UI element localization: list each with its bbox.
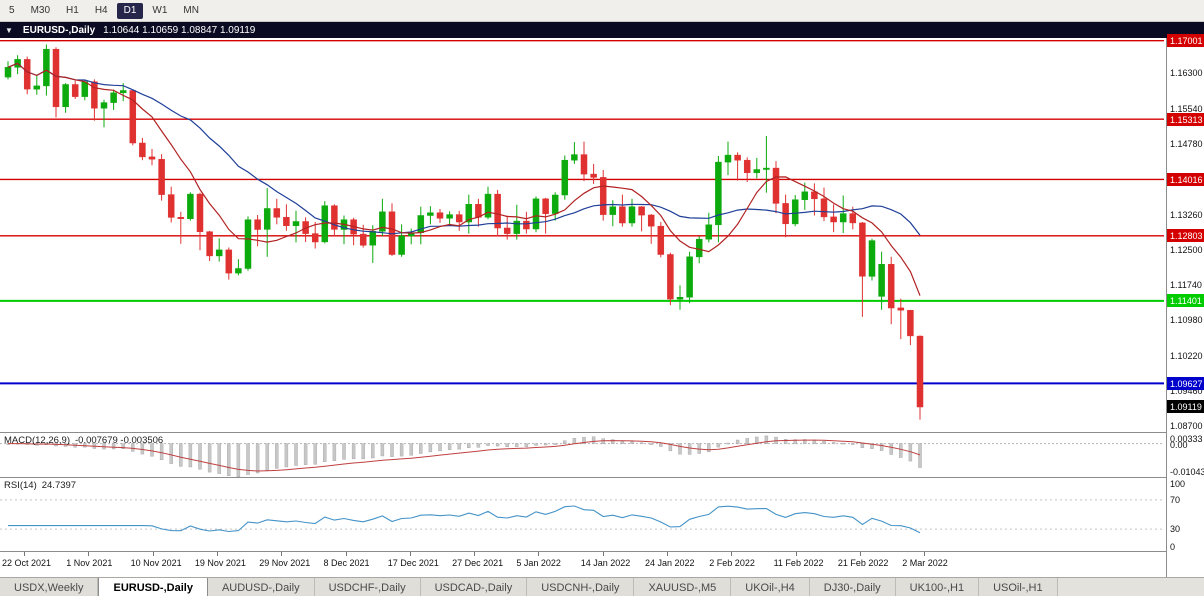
macd-chart[interactable]: [0, 433, 1166, 477]
time-label: 11 Feb 2022: [773, 558, 824, 568]
panel-separator[interactable]: [0, 432, 1204, 433]
time-tick: [345, 552, 347, 556]
chart-tab-uk100-h1[interactable]: UK100-,H1: [895, 578, 980, 596]
price-axis[interactable]: 1.16300 1.15540 1.14780 1.13260 1.12500 1.117…: [1166, 34, 1204, 577]
macd-label: MACD(12,26,9) -0.007679 -0.003506: [4, 435, 164, 446]
time-tick: [924, 552, 926, 556]
time-label: 14 Jan 2022: [580, 558, 631, 568]
time-tick: [24, 552, 25, 556]
price-tick-label: 1.16300: [1170, 68, 1203, 79]
price-tick-label: 1.11740: [1170, 280, 1202, 291]
timeframe-button-m30[interactable]: M30: [30, 4, 51, 16]
time-tick: [602, 552, 604, 556]
time-label: 8 Dec 2021: [323, 558, 370, 568]
chart-title-bar: ▼ EURUSD-,Daily 1.10644 1.10659 1.08847 …: [0, 22, 1204, 38]
panel-separator[interactable]: [0, 551, 1204, 552]
price-tick-label: 1.13260: [1170, 209, 1203, 220]
time-tick: [409, 552, 411, 556]
time-label: 22 Oct 2021: [2, 558, 52, 568]
chart-tab-ukoil-h4[interactable]: UKOil-,H4: [731, 578, 810, 596]
rsi-chart[interactable]: [0, 478, 1166, 551]
time-tick: [216, 552, 218, 556]
chart-tab-usdcnh-daily[interactable]: USDCNH-,Daily: [527, 578, 635, 596]
chart-tab-eurusd-daily[interactable]: EURUSD-,Daily: [98, 578, 208, 596]
timeframe-button-h1[interactable]: H1: [66, 4, 79, 16]
chart-tab-audusd-daily[interactable]: AUDUSD-,Daily: [207, 578, 315, 596]
chart-tab-usoil-h1[interactable]: USOil-,H1: [979, 578, 1058, 596]
chevron-down-icon[interactable]: ▼: [5, 25, 13, 35]
current-price-badge: 1.09119: [1167, 400, 1204, 414]
timeframe-button-h4[interactable]: H4: [94, 4, 108, 16]
time-label: 29 Nov 2021: [259, 558, 311, 568]
time-label: 10 Nov 2021: [130, 558, 182, 568]
timeframe-button-w1[interactable]: W1: [152, 4, 168, 16]
main-chart[interactable]: [0, 38, 1166, 432]
rsi-line: [8, 505, 921, 534]
chart-symbol-label: EURUSD-,Daily: [22, 24, 96, 36]
time-tick: [731, 552, 733, 556]
time-tick: [859, 552, 861, 556]
price-level-badge: 1.09627: [1167, 376, 1204, 390]
time-label: 5 Jan 2022: [516, 558, 561, 568]
chart-tabs: USDX,Weekly EURUSD-,Daily AUDUSD-,Daily USD…: [0, 577, 1204, 596]
time-label: 1 Nov 2021: [66, 558, 113, 568]
chart-tab-dj30-daily[interactable]: DJ30-,Daily: [809, 578, 896, 596]
time-tick: [795, 552, 797, 556]
ma-slow-line: [7, 62, 921, 236]
rsi-axis-label: 30: [1170, 524, 1181, 535]
chart-ohlc-values: 1.10644 1.10659 1.08847 1.09119: [103, 24, 256, 36]
time-tick: [538, 552, 540, 556]
macd-panel[interactable]: MACD(12,26,9) -0.007679 -0.003506: [0, 433, 1166, 477]
time-tick: [667, 552, 668, 556]
time-label: 2 Mar 2022: [902, 558, 948, 568]
price-tick-label: 1.10980: [1170, 315, 1203, 326]
chart-tab-usdx-weekly[interactable]: USDX,Weekly: [0, 578, 99, 596]
time-label: 2 Feb 2022: [709, 558, 755, 568]
rsi-axis-label: 0: [1170, 542, 1176, 552]
time-axis[interactable]: 22 Oct 2021 1 Nov 2021 10 Nov 2021 19 Nov 2…: [0, 552, 1166, 577]
price-level-badge: 1.14016: [1167, 172, 1204, 186]
time-tick: [152, 552, 154, 556]
rsi-axis-label: 70: [1170, 494, 1181, 505]
chart-tab-xauusd-m5[interactable]: XAUUSD-,M5: [634, 578, 732, 596]
price-level-badge: 1.12803: [1167, 229, 1204, 243]
rsi-panel[interactable]: RSI(14) 24.7397: [0, 478, 1166, 551]
price-tick-label: 1.10220: [1170, 350, 1203, 361]
time-tick: [88, 552, 90, 556]
price-level-badge: 1.15313: [1167, 112, 1204, 126]
rsi-axis-label: 100: [1170, 479, 1186, 489]
panel-separator[interactable]: [0, 477, 1204, 478]
price-tick-label: 1.12500: [1170, 244, 1203, 255]
time-label: 24 Jan 2022: [645, 558, 695, 568]
timeframe-toolbar: 5 M30 H1 H4 D1 W1 MN: [0, 0, 1204, 22]
time-tick: [474, 552, 476, 556]
chart-tab-usdcad-daily[interactable]: USDCAD-,Daily: [420, 578, 528, 596]
price-tick-label: 1.15540: [1170, 103, 1203, 114]
rsi-label: RSI(14) 24.7397: [4, 480, 77, 491]
candlestick-chart[interactable]: [0, 38, 1166, 432]
macd-signal-line: [8, 439, 921, 472]
time-label: 17 Dec 2021: [387, 558, 439, 568]
price-level-badge: 1.11401: [1167, 294, 1204, 308]
time-label: 21 Feb 2022: [837, 558, 889, 568]
price-level-badge: 1.17001: [1167, 34, 1204, 48]
macd-axis-label: 0.00: [1170, 439, 1188, 450]
timeframe-button-d1[interactable]: D1: [116, 2, 144, 19]
macd-axis-label: 0.00333: [1170, 434, 1203, 444]
ma-fast-line: [7, 62, 921, 296]
time-label: 27 Dec 2021: [452, 558, 504, 568]
price-tick-label: 1.14780: [1170, 138, 1203, 149]
price-tick-label: 1.09460: [1170, 386, 1203, 397]
time-label: 19 Nov 2021: [194, 558, 246, 568]
chart-tab-usdchf-daily[interactable]: USDCHF-,Daily: [314, 578, 421, 596]
price-tick-label: 1.08700: [1170, 421, 1203, 432]
macd-axis-label: -0.01043: [1170, 467, 1204, 477]
time-tick: [281, 552, 283, 556]
timeframe-button-mn[interactable]: MN: [183, 4, 199, 16]
timeframe-button-5[interactable]: 5: [9, 4, 15, 16]
